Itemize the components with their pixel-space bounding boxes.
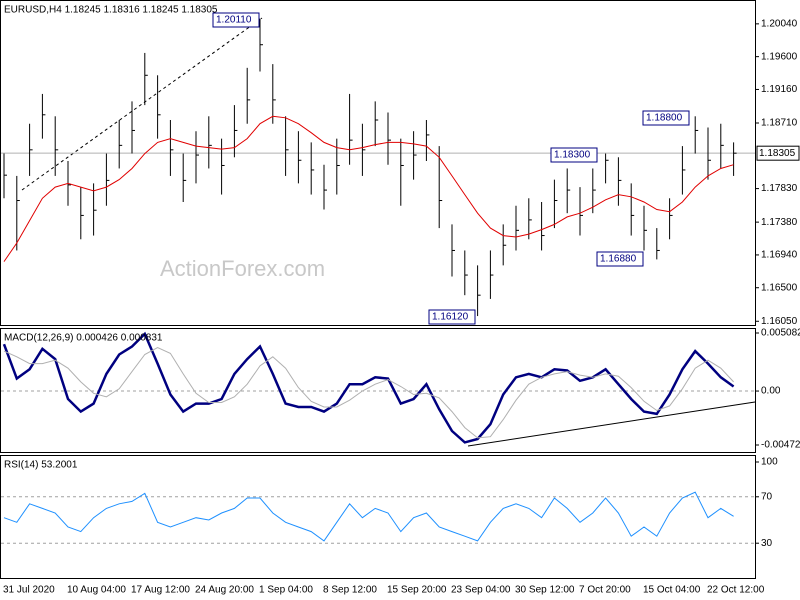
panel-frame: [0, 455, 756, 579]
y-tick-label: 1.16050: [761, 316, 798, 327]
annotation-box: [550, 147, 598, 163]
moving-average: [3, 115, 734, 262]
panel-frame: [0, 328, 756, 453]
y-tick-label: 30: [761, 538, 773, 549]
y-tick-label: 0.00: [761, 386, 781, 397]
x-tick-label: 8 Sep 12:00: [323, 585, 377, 596]
trend-line: [467, 401, 756, 447]
x-tick-label: 15 Sep 20:00: [387, 585, 447, 596]
y-tick-label: 70: [761, 491, 773, 502]
panel-frame: [0, 0, 756, 326]
panel-title: RSI(14) 53.2001: [4, 460, 78, 471]
panel-title: EURUSD,H4 1.18245 1.18316 1.18245 1.1830…: [4, 5, 218, 16]
annotation-box: [212, 12, 260, 28]
x-tick-label: 24 Aug 20:00: [195, 585, 254, 596]
x-tick-label: 31 Jul 2020: [3, 585, 55, 596]
x-tick-label: 10 Aug 04:00: [67, 585, 126, 596]
y-tick-label: 1.19160: [761, 84, 798, 95]
x-tick-label: 30 Sep 12:00: [515, 585, 575, 596]
x-tick-label: 23 Sep 04:00: [451, 585, 511, 596]
annotation: 1.20110: [216, 15, 252, 26]
x-tick-label: 7 Oct 20:00: [579, 585, 631, 596]
rsi-line: [3, 491, 734, 542]
watermark: ActionForex.com: [160, 256, 325, 281]
y-tick-label: 1.18710: [761, 118, 798, 129]
y-tick-label: -0.004724: [761, 440, 800, 451]
macd-line: [3, 347, 734, 439]
trend-line: [21, 17, 263, 191]
last-price-box: [756, 145, 800, 161]
x-tick-label: 22 Oct 12:00: [707, 585, 765, 596]
x-tick-label: 15 Oct 04:00: [643, 585, 701, 596]
annotation: 1.16880: [600, 254, 637, 265]
y-tick-label: 1.16940: [761, 250, 798, 261]
annotation-box: [428, 309, 476, 325]
annotation: 1.18800: [646, 113, 683, 124]
annotation: 1.16120: [432, 312, 469, 323]
x-tick-label: 1 Sep 04:00: [259, 585, 313, 596]
y-tick-label: 1.16500: [761, 282, 798, 293]
y-tick-label: 1.19600: [761, 51, 798, 62]
panel-title: MACD(12,26,9) 0.000426 0.000831: [4, 333, 163, 344]
annotation-box: [642, 110, 690, 126]
last-price-label: 1.18305: [759, 148, 796, 159]
y-tick-label: 100: [761, 457, 778, 468]
y-tick-label: 1.17380: [761, 217, 798, 228]
y-tick-label: 0.005082: [761, 328, 800, 339]
x-tick-label: 17 Aug 12:00: [131, 585, 190, 596]
y-tick-label: 1.20040: [761, 18, 798, 29]
macd-line: [2, 331, 735, 444]
y-tick-label: 1.17830: [761, 183, 798, 194]
annotation: 1.18300: [554, 150, 591, 161]
annotation-box: [596, 251, 644, 267]
